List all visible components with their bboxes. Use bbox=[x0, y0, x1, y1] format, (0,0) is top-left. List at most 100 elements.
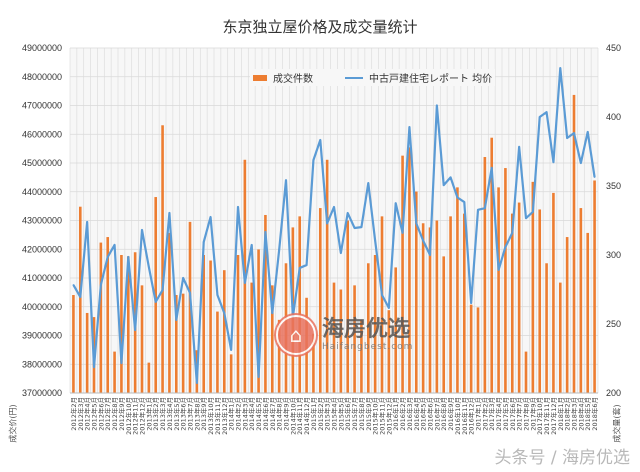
left-tick-label: 37000000 bbox=[22, 388, 62, 398]
x-tick-label: 2012年12月 bbox=[138, 397, 147, 435]
x-tick-label: 2012年11月 bbox=[131, 397, 140, 435]
bar bbox=[154, 197, 158, 393]
bar bbox=[113, 351, 116, 393]
x-tick-label: 2012年6月 bbox=[96, 397, 105, 431]
price-point bbox=[456, 196, 459, 199]
price-point bbox=[586, 131, 589, 133]
x-tick-label: 2015年3月 bbox=[323, 397, 332, 431]
price-point bbox=[525, 217, 527, 219]
legend-swatch-line bbox=[345, 76, 363, 79]
price-point bbox=[388, 307, 390, 309]
price-point bbox=[360, 226, 363, 228]
bar bbox=[449, 216, 452, 393]
bar bbox=[373, 255, 377, 393]
x-tick-label: 2018年2月 bbox=[563, 397, 572, 431]
x-tick-label: 2013年7月 bbox=[186, 397, 195, 431]
price-point bbox=[319, 139, 322, 141]
bar bbox=[545, 263, 548, 393]
x-tick-label: 2018年6月 bbox=[590, 397, 599, 431]
bar bbox=[161, 125, 164, 393]
bar bbox=[408, 147, 411, 393]
price-point bbox=[463, 201, 466, 203]
x-tick-label: 2013年2月 bbox=[151, 397, 160, 431]
x-tick-label: 2014年5月 bbox=[254, 397, 263, 431]
legend-swatch-bars bbox=[253, 74, 267, 81]
x-tick-label: 2016年12月 bbox=[467, 397, 476, 435]
bar bbox=[106, 237, 110, 393]
bar bbox=[497, 187, 500, 393]
bar bbox=[572, 94, 576, 394]
bar bbox=[325, 159, 329, 393]
bar bbox=[579, 208, 583, 393]
bar bbox=[216, 311, 219, 393]
bar bbox=[332, 282, 336, 393]
x-tick-label: 2016年6月 bbox=[426, 397, 435, 431]
left-axis-title: 成交价(円) bbox=[8, 404, 18, 443]
x-tick-label: 2015年5月 bbox=[336, 397, 345, 431]
price-point bbox=[223, 312, 226, 314]
price-point bbox=[504, 246, 507, 248]
bar bbox=[593, 180, 596, 393]
x-tick-label: 2016年2月 bbox=[398, 397, 407, 431]
bar bbox=[298, 216, 302, 393]
price-point bbox=[367, 182, 370, 184]
bar bbox=[387, 310, 391, 393]
bar bbox=[140, 285, 144, 393]
price-point bbox=[353, 227, 356, 229]
x-tick-label: 2012年3月 bbox=[76, 397, 85, 431]
price-point bbox=[182, 277, 184, 279]
bar bbox=[421, 223, 425, 393]
x-tick-label: 2015年8月 bbox=[357, 397, 366, 431]
x-tick-label: 2016年11月 bbox=[460, 397, 469, 435]
price-point bbox=[189, 292, 191, 294]
bar bbox=[236, 255, 240, 393]
x-tick-label: 2013年11月 bbox=[213, 397, 222, 435]
price-point bbox=[285, 179, 287, 182]
bar bbox=[346, 220, 350, 393]
bar bbox=[469, 304, 473, 393]
x-tick-label: 2012年10月 bbox=[124, 397, 133, 435]
left-tick-label: 49000000 bbox=[22, 43, 62, 53]
x-tick-label: 2018年4月 bbox=[576, 397, 585, 431]
left-tick-label: 40000000 bbox=[22, 302, 62, 312]
price-point bbox=[298, 267, 301, 269]
bar bbox=[270, 285, 274, 393]
bar bbox=[435, 220, 439, 393]
bar bbox=[188, 221, 192, 393]
x-tick-label: 2013年3月 bbox=[158, 397, 167, 431]
price-point bbox=[408, 126, 411, 128]
bar bbox=[120, 255, 123, 393]
x-tick-label: 2012年5月 bbox=[90, 397, 99, 431]
x-tick-label: 2012年7月 bbox=[103, 397, 112, 431]
x-tick-label: 2017年3月 bbox=[487, 397, 496, 431]
bar bbox=[414, 191, 418, 393]
x-tick-label: 2017年8月 bbox=[522, 397, 531, 431]
bar bbox=[168, 232, 171, 393]
bar bbox=[85, 312, 89, 393]
bar bbox=[490, 137, 494, 393]
bar bbox=[202, 255, 206, 393]
price-point bbox=[86, 221, 88, 223]
bar bbox=[72, 295, 75, 393]
chart-title: 东京独立屋价格及成交量统计 bbox=[222, 18, 418, 36]
x-tick-label: 2014年9月 bbox=[282, 397, 291, 431]
bar bbox=[339, 289, 343, 393]
bar bbox=[428, 227, 432, 393]
x-tick-label: 2015年10月 bbox=[371, 397, 380, 435]
price-point bbox=[415, 222, 418, 225]
bar bbox=[174, 295, 178, 393]
x-tick-label: 2016年9月 bbox=[446, 397, 455, 431]
price-point bbox=[559, 67, 562, 69]
logo-name: 海房优选 bbox=[322, 317, 411, 342]
price-point bbox=[120, 362, 123, 364]
price-point bbox=[216, 294, 219, 296]
bar bbox=[209, 260, 212, 393]
house-icon: ⌂ bbox=[276, 315, 316, 355]
price-point bbox=[580, 162, 582, 164]
x-tick-label: 2013年9月 bbox=[199, 397, 208, 431]
price-point bbox=[196, 382, 198, 384]
legend-label-bars: 成交件数 bbox=[273, 74, 313, 85]
x-tick-label: 2013年5月 bbox=[172, 397, 181, 431]
x-tick-label: 2014年1月 bbox=[227, 397, 236, 431]
x-tick-label: 2015年6月 bbox=[343, 397, 352, 431]
